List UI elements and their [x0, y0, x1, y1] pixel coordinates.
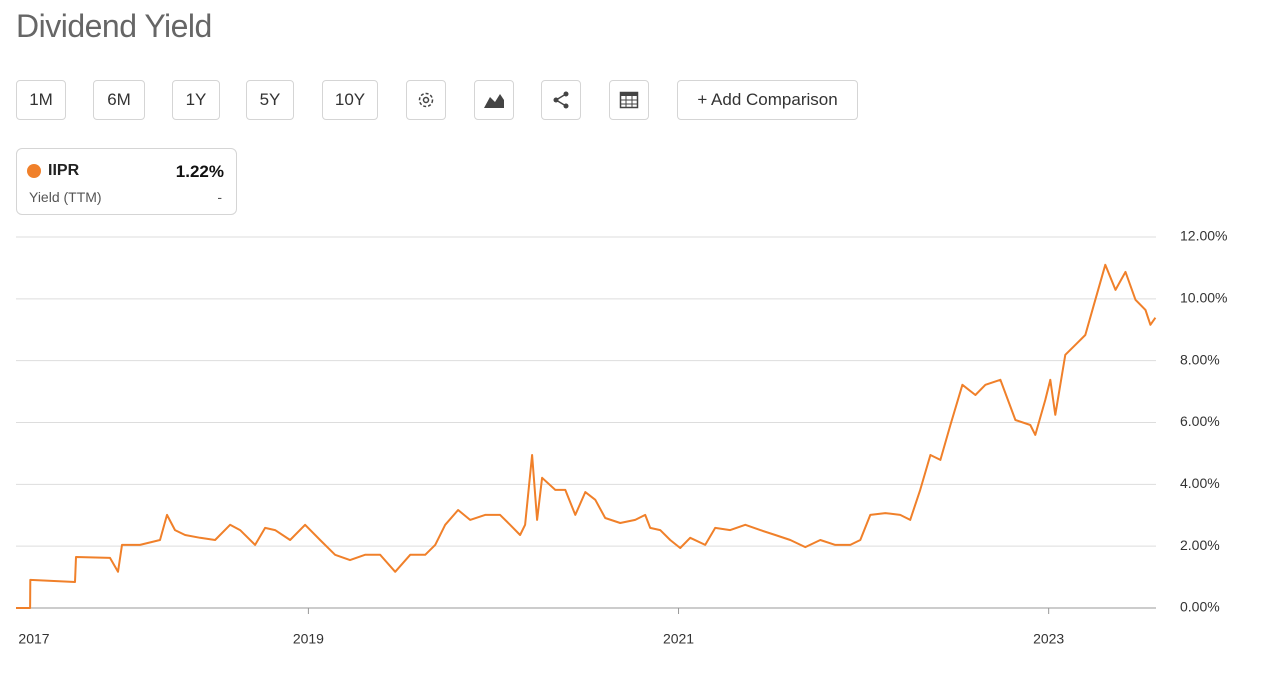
x-tick-label: 2021 — [663, 631, 694, 647]
y-tick-label: 10.00% — [1180, 290, 1227, 306]
period-button[interactable]: 10Y — [322, 80, 378, 120]
table-button[interactable] — [609, 80, 649, 120]
period-button[interactable]: 1Y — [172, 80, 220, 120]
period-button[interactable]: 1M — [16, 80, 66, 120]
area-icon — [484, 94, 504, 108]
legend-value: 1.22% — [175, 162, 224, 181]
y-tick-label: 12.00% — [1180, 228, 1227, 244]
y-tick-label: 2.00% — [1180, 537, 1220, 553]
chart-title: Dividend Yield — [16, 8, 212, 44]
legend-change: - — [217, 189, 222, 205]
y-tick-label: 6.00% — [1180, 413, 1220, 429]
data-line — [16, 263, 1157, 609]
share-icon — [553, 91, 569, 109]
period-button[interactable]: 6M — [93, 80, 145, 120]
legend-label: Yield (TTM) — [29, 189, 102, 205]
chart-type-button[interactable] — [474, 80, 514, 120]
legend-dot — [27, 164, 41, 178]
table-icon — [619, 91, 639, 109]
x-tick-label: 2019 — [293, 631, 324, 647]
x-tick-label: 2017 — [18, 631, 49, 647]
gear-icon — [418, 92, 434, 108]
share-button[interactable] — [541, 80, 581, 120]
add-comparison-button[interactable]: + Add Comparison — [677, 80, 858, 120]
y-tick-label: 0.00% — [1180, 599, 1220, 615]
x-tick-label: 2023 — [1033, 631, 1064, 647]
legend-card: IIPR 1.22% Yield (TTM) - — [16, 148, 237, 215]
y-tick-label: 4.00% — [1180, 475, 1220, 491]
settings-button[interactable] — [406, 80, 446, 120]
legend-name: IIPR — [48, 162, 80, 179]
period-button[interactable]: 5Y — [246, 80, 294, 120]
y-tick-label: 8.00% — [1180, 351, 1220, 367]
